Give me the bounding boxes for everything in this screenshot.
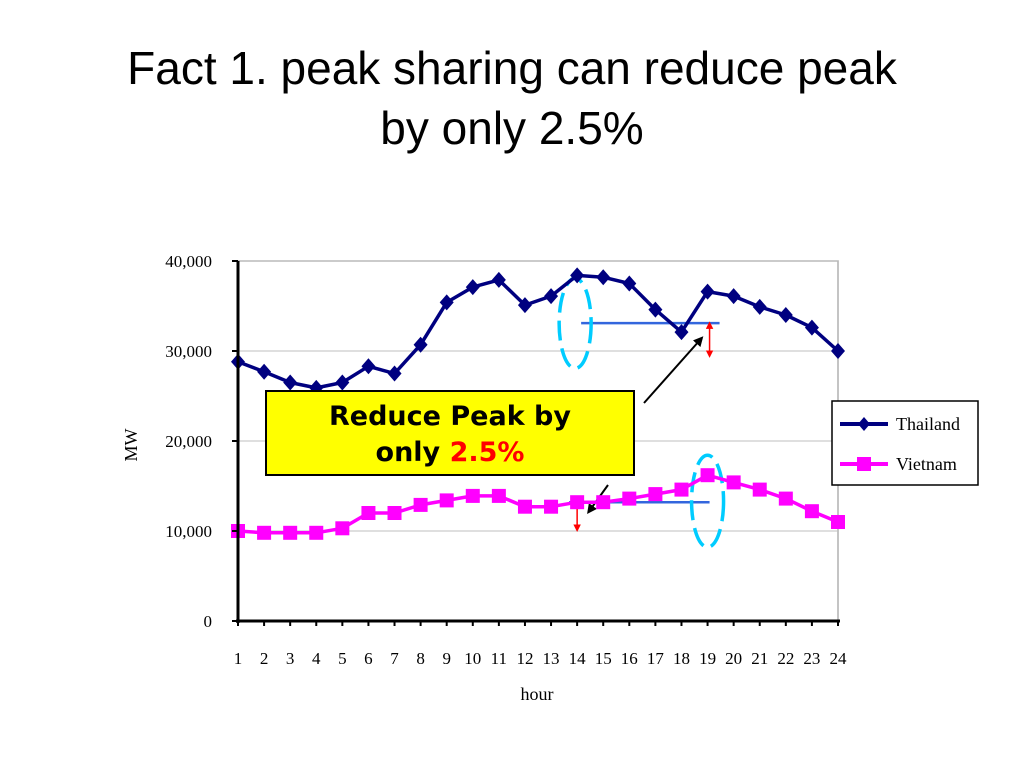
thailand-point	[831, 343, 845, 359]
vietnam-point	[335, 521, 350, 536]
y-tick-label: 10,000	[165, 522, 212, 541]
vietnam-point	[674, 482, 689, 497]
thailand-point	[257, 363, 272, 380]
series-layer	[231, 267, 845, 540]
thailand-point	[674, 324, 689, 341]
vietnam-point	[778, 491, 793, 506]
x-tick-label: 14	[569, 649, 587, 668]
callout-highlight: 2.5%	[449, 437, 525, 468]
vietnam-point	[491, 488, 506, 503]
thailand-point	[726, 288, 741, 305]
vietnam-point	[257, 525, 272, 540]
x-tick-label: 11	[491, 649, 507, 668]
x-tick-label: 17	[647, 649, 665, 668]
x-tick-label: 2	[260, 649, 269, 668]
x-tick-label: 19	[699, 649, 716, 668]
thailand-legend-marker	[858, 417, 870, 431]
x-tick-label: 9	[442, 649, 451, 668]
vietnam-point	[570, 495, 585, 510]
x-tick-label: 24	[830, 649, 848, 668]
vietnam-point	[465, 488, 480, 503]
thailand-point	[361, 358, 376, 375]
x-axis-title: hour	[521, 684, 554, 704]
x-tick-label: 6	[364, 649, 373, 668]
thailand-point	[752, 298, 767, 315]
vietnam-point	[517, 499, 532, 514]
x-tick-label: 21	[751, 649, 768, 668]
vietnam-point	[413, 497, 428, 512]
y-axis-title: MW	[121, 428, 141, 461]
thailand-point	[804, 319, 819, 336]
vietnam-point	[309, 525, 324, 540]
thailand-point	[283, 374, 298, 391]
thailand-point	[517, 297, 532, 314]
x-tick-label: 3	[286, 649, 295, 668]
thailand-point	[413, 336, 428, 353]
vietnam-point	[596, 495, 611, 510]
thailand-point	[596, 269, 611, 286]
vietnam-peak-ellipse	[689, 453, 726, 549]
callout-line2-prefix: only	[375, 437, 441, 468]
legend-box	[831, 400, 979, 486]
y-tick-label: 0	[204, 612, 213, 631]
thailand-point	[622, 275, 637, 292]
vietnam-point	[752, 482, 767, 497]
callout-pointer-thailand	[643, 336, 704, 404]
callout-line1: Reduce Peak by	[329, 401, 571, 432]
slide-title: Fact 1. peak sharing can reduce peak by …	[0, 38, 1024, 158]
vietnam-point	[648, 487, 663, 502]
x-tick-label: 10	[464, 649, 481, 668]
slide-title-line1: Fact 1. peak sharing can reduce peak	[127, 42, 897, 94]
x-tick-label: 23	[803, 649, 820, 668]
x-tick-label: 16	[621, 649, 638, 668]
x-tick-label: 4	[312, 649, 321, 668]
vietnam-point	[622, 491, 637, 506]
thailand-point	[778, 307, 793, 323]
vietnam-point	[439, 493, 454, 508]
vietnam-point	[726, 475, 741, 490]
callout-box: Reduce Peak by only 2.5%	[265, 390, 635, 476]
y-tick-label: 40,000	[165, 252, 212, 271]
vietnam-point	[283, 525, 298, 540]
vietnam-legend-label: Vietnam	[896, 454, 957, 474]
x-tick-label: 1	[234, 649, 243, 668]
x-tick-label: 8	[416, 649, 425, 668]
x-tick-label: 18	[673, 649, 690, 668]
thailand-point	[387, 365, 402, 382]
vietnam-point	[831, 515, 845, 529]
thailand-point	[544, 288, 559, 305]
x-tick-label: 15	[595, 649, 612, 668]
vietnam-legend-marker	[857, 457, 871, 471]
y-tick-label: 20,000	[165, 432, 212, 451]
vietnam-point	[700, 468, 715, 483]
vietnam-point	[804, 504, 819, 519]
vietnam-point	[544, 499, 559, 514]
x-tick-label: 7	[390, 649, 399, 668]
vietnam-point	[387, 506, 402, 520]
x-tick-label: 22	[777, 649, 794, 668]
thailand-point	[648, 301, 663, 318]
thailand-point	[465, 279, 480, 296]
thailand-legend-label: Thailand	[896, 414, 960, 434]
x-tick-label: 20	[725, 649, 742, 668]
slide-title-line2: by only 2.5%	[380, 102, 644, 154]
thailand-point	[335, 374, 350, 391]
thailand-point	[439, 294, 454, 311]
y-tick-label: 30,000	[165, 342, 212, 361]
legend: Thailand Vietnam	[831, 400, 979, 486]
vietnam-point	[361, 506, 376, 520]
thailand-point	[570, 267, 585, 284]
x-tick-label: 13	[543, 649, 560, 668]
x-tick-label: 12	[516, 649, 533, 668]
thailand-point	[491, 271, 506, 288]
thailand-point	[700, 283, 715, 300]
x-tick-label: 5	[338, 649, 347, 668]
